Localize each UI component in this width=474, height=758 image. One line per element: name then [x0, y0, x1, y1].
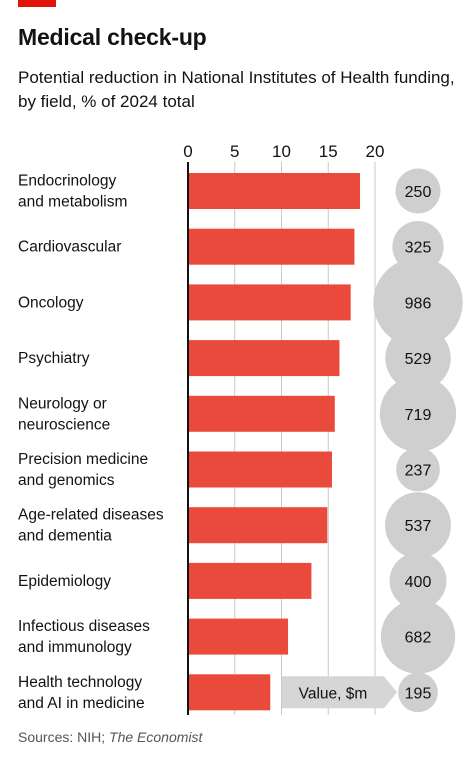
- value-bubble-label-3: 529: [405, 351, 432, 368]
- category-label-line: and immunology: [18, 639, 132, 656]
- value-bubble-1: [392, 221, 444, 273]
- value-bubble-4: [379, 375, 457, 452]
- category-label-line: Infectious diseases: [18, 618, 150, 635]
- category-label-line: Epidemiology: [18, 573, 111, 590]
- value-bubble-8: [380, 599, 456, 674]
- category-label-line: and metabolism: [18, 194, 127, 211]
- x-tick-label-10: 10: [272, 142, 291, 161]
- x-tick-label-0: 0: [183, 142, 192, 161]
- value-bubble-label-7: 400: [405, 574, 432, 591]
- value-bubble-label-8: 682: [405, 630, 432, 647]
- bar-5: [188, 451, 332, 488]
- bubble-legend-box: [282, 676, 397, 709]
- value-bubble-5: [396, 447, 440, 492]
- category-label-line: Neurology or: [18, 395, 107, 412]
- value-bubble-label-6: 537: [405, 518, 432, 535]
- category-label-line: neuroscience: [18, 416, 110, 433]
- bar-1: [188, 228, 355, 265]
- category-label-9: Health technology and AI in medicine: [18, 674, 145, 712]
- x-tick-label-5: 5: [230, 142, 239, 161]
- category-label-line: Endocrinology: [18, 173, 116, 190]
- value-bubble-9: [398, 672, 438, 713]
- value-bubble-2: [373, 257, 463, 348]
- category-label-line: Psychiatry: [18, 350, 90, 367]
- bar-0: [188, 173, 361, 209]
- value-bubble-6: [385, 492, 451, 559]
- category-label-line: Age-related diseases: [18, 507, 164, 524]
- bar-4: [188, 395, 335, 432]
- value-bubble-0: [395, 168, 441, 214]
- x-tick-label-15: 15: [319, 142, 338, 161]
- category-label-line: Oncology: [18, 294, 84, 311]
- category-label-line: and genomics: [18, 472, 115, 489]
- category-label-line: Precision medicine: [18, 451, 148, 468]
- category-label-2: Oncology: [18, 294, 84, 311]
- bar-8: [188, 618, 289, 655]
- bubble-legend-label: Value, $m: [299, 685, 368, 702]
- bar-7: [188, 562, 312, 599]
- category-label-line: and AI in medicine: [18, 695, 145, 712]
- value-bubble-label-9: 195: [405, 685, 432, 702]
- accent-bar: [18, 0, 56, 7]
- category-label-8: Infectious diseases and immunology: [18, 618, 150, 656]
- category-label-line: Cardiovascular: [18, 239, 121, 256]
- category-label-line: and dementia: [18, 528, 112, 545]
- value-bubble-label-5: 237: [405, 463, 432, 480]
- category-label-1: Cardiovascular: [18, 239, 121, 256]
- value-bubble-label-2: 986: [405, 295, 432, 312]
- x-tick-label-20: 20: [366, 142, 385, 161]
- source-publication: The Economist: [109, 729, 203, 745]
- chart-subtitle: Potential reduction in National Institut…: [18, 68, 455, 111]
- chart-title: Medical check-up: [18, 24, 207, 50]
- value-bubble-label-0: 250: [405, 184, 432, 201]
- value-bubble-7: [389, 552, 447, 610]
- value-bubble-3: [385, 325, 451, 391]
- category-label-3: Psychiatry: [18, 350, 90, 367]
- category-label-5: Precision medicine and genomics: [18, 451, 148, 489]
- category-label-0: Endocrinology and metabolism: [18, 173, 127, 211]
- bar-2: [188, 284, 351, 321]
- category-label-4: Neurology or neuroscience: [18, 395, 110, 433]
- category-label-line: Health technology: [18, 674, 142, 691]
- bar-3: [188, 340, 340, 377]
- category-label-6: Age-related diseases and dementia: [18, 507, 164, 545]
- category-label-7: Epidemiology: [18, 573, 111, 590]
- value-bubble-label-1: 325: [405, 240, 432, 257]
- source-note: Sources: NIH; The Economist: [18, 729, 202, 745]
- source-prefix: Sources: NIH;: [18, 729, 110, 745]
- bar-9: [188, 674, 271, 711]
- bar-6: [188, 507, 328, 544]
- value-bubble-label-4: 719: [405, 407, 432, 424]
